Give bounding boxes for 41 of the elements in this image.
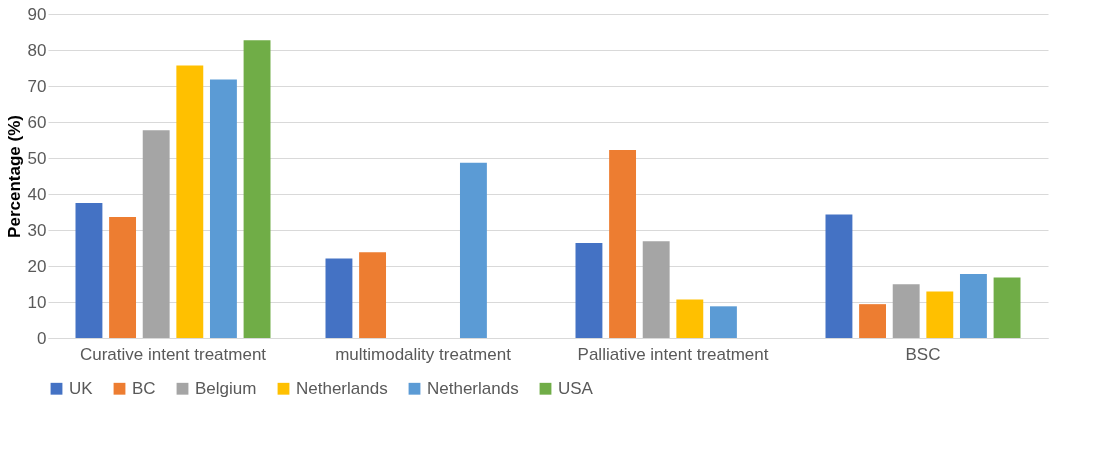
legend-label: USA [558,378,594,398]
x-tick-label: Palliative intent treatment [577,344,769,364]
bar [75,203,103,338]
bar [359,252,387,338]
y-tick-label: 10 [27,292,47,312]
bar [109,217,137,338]
bar [825,214,853,338]
bar [959,273,987,338]
y-axis-title: Percentage (%) [4,115,24,238]
y-tick-label: 30 [27,220,47,240]
y-tick-label: 90 [27,4,47,24]
bar [642,241,670,338]
bar [926,291,954,338]
x-tick-label: Curative intent treatment [79,344,267,364]
legend-label: Netherlands [427,378,519,398]
legend-label: Belgium [195,378,257,398]
bar [243,40,271,338]
bar [709,306,737,338]
y-tick-label: 40 [27,184,47,204]
y-tick-label: 0 [37,328,47,348]
bar [993,277,1021,338]
bar [859,304,887,338]
legend-label: Netherlands [296,378,388,398]
bar [892,284,920,338]
y-tick-label: 50 [27,148,47,168]
x-tick-label: multimodality treatment [335,344,512,364]
y-tick-label: 20 [27,256,47,276]
bar [575,242,603,338]
bar [609,150,637,338]
bar [176,65,204,338]
bar [142,130,170,338]
bar [325,258,353,338]
y-tick-label: 60 [27,112,47,132]
bar [209,79,237,338]
y-tick-label: 80 [27,40,47,60]
legend-label: BC [132,378,156,398]
x-tick-label: BSC [905,344,941,364]
legend-label: UK [69,378,94,398]
bar [676,299,704,338]
bar [459,162,487,338]
y-tick-label: 70 [27,76,47,96]
